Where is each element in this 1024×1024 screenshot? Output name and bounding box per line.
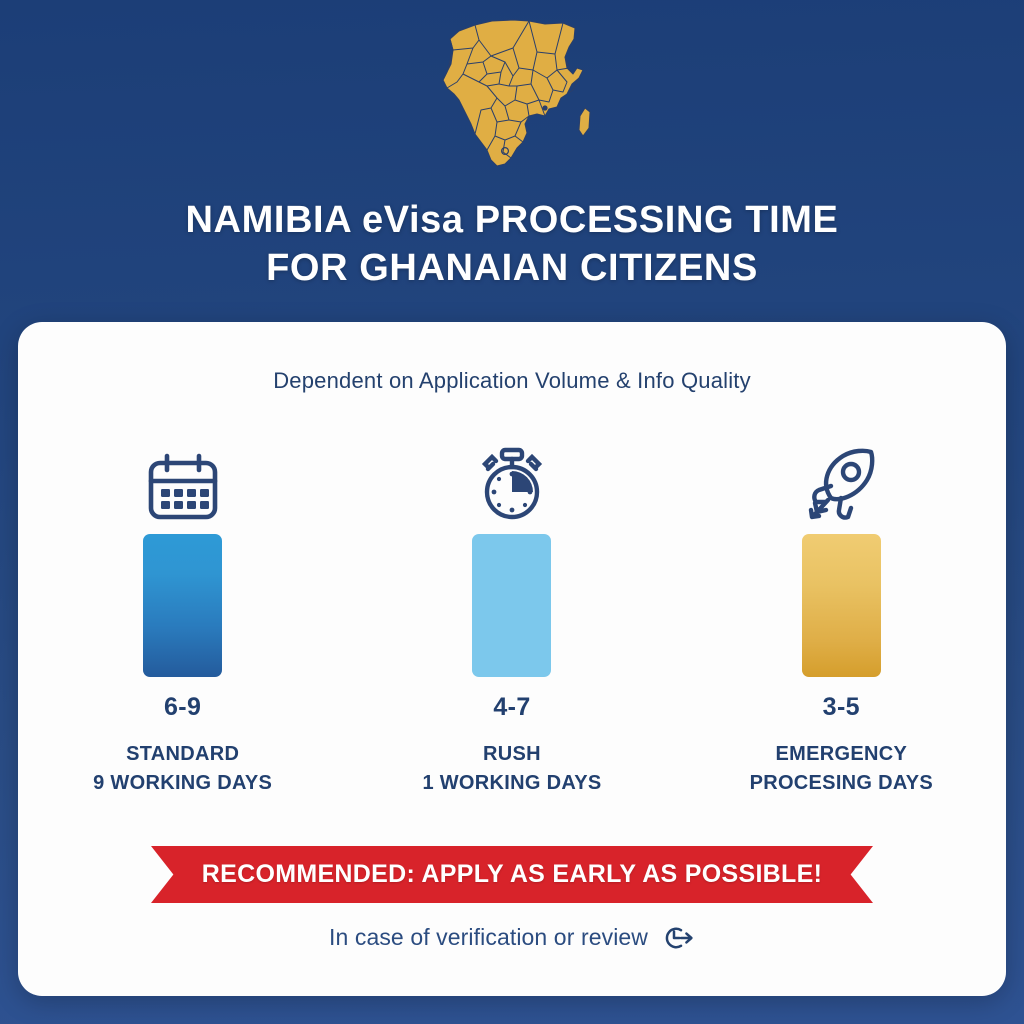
footer-note: In case of verification or review (18, 924, 1006, 951)
caption-emergency-line-1: EMERGENCY (775, 743, 908, 765)
option-emergency[interactable]: 3-5 EMERGENCY PROCESING DAYS (677, 430, 1006, 798)
value-rush: 4-7 (493, 693, 531, 721)
title-line-2: FOR GHANAIAN CITIZENS (266, 247, 758, 289)
rocket-icon (801, 430, 881, 522)
processing-options-row: 6-9 STANDARD 9 WORKING DAYS (18, 430, 1006, 798)
africa-map-icon (0, 8, 1024, 180)
caption-standard-line-2: 9 WORKING DAYS (93, 772, 273, 794)
option-standard[interactable]: 6-9 STANDARD 9 WORKING DAYS (18, 430, 347, 798)
caption-emergency-line-2: PROCESING DAYS (749, 772, 934, 794)
footer-note-text: In case of verification or review (328, 924, 649, 950)
bar-rush (472, 534, 552, 677)
caption-rush-line-2: 1 WORKING DAYS (422, 772, 602, 794)
recommendation-banner: RECOMMENDED: APPLY AS EARLY AS POSSIBLE! (151, 846, 873, 903)
clock-arrow-icon (661, 925, 695, 951)
caption-rush: RUSH 1 WORKING DAYS (422, 740, 601, 798)
option-rush[interactable]: 4-7 RUSH 1 WORKING DAYS (347, 430, 676, 798)
value-standard: 6-9 (163, 693, 202, 721)
recommendation-banner-text: RECOMMENDED: APPLY AS EARLY AS POSSIBLE! (201, 860, 823, 888)
caption-standard: STANDARD 9 WORKING DAYS (93, 740, 272, 798)
title-line-1: NAMIBIA eVisa PROCESSING TIME (185, 199, 839, 241)
value-emergency: 3-5 (822, 693, 860, 721)
caption-standard-line-1: STANDARD (126, 743, 240, 765)
bar-standard (143, 534, 223, 677)
stopwatch-icon (474, 430, 550, 522)
bar-emergency (801, 534, 881, 677)
card-subtitle: Dependent on Application Volume & Info Q… (273, 368, 751, 393)
content-card: Dependent on Application Volume & Info Q… (18, 322, 1006, 996)
page-title: NAMIBIA eVisa PROCESSING TIME FOR GHANAI… (0, 196, 1024, 292)
caption-emergency: EMERGENCY PROCESING DAYS (750, 740, 934, 798)
caption-rush-line-1: RUSH (483, 743, 541, 765)
calendar-icon (145, 430, 221, 522)
